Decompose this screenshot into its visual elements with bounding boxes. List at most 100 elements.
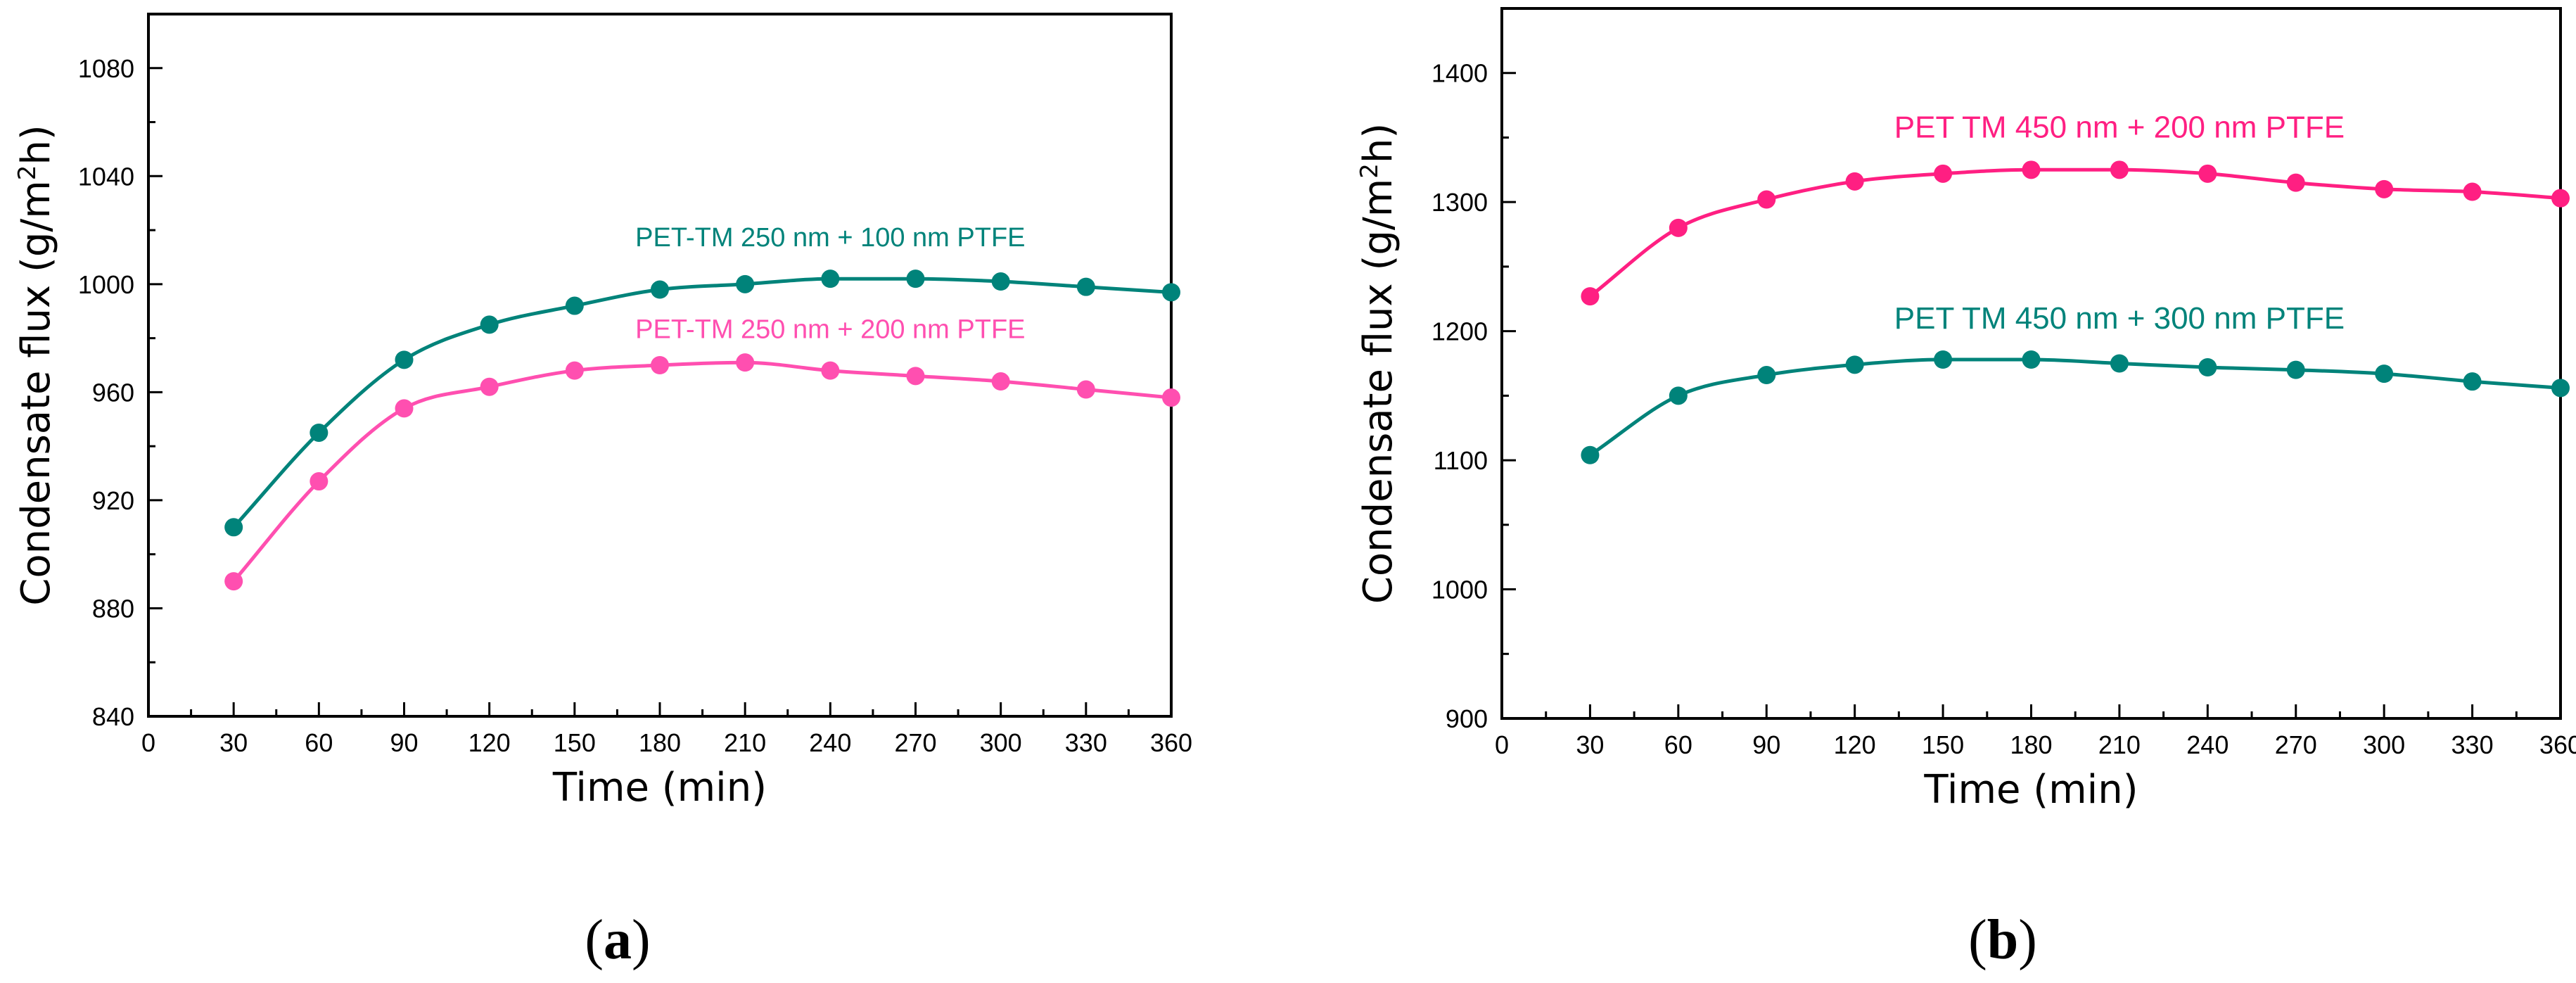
x-tick-label: 270 bbox=[894, 728, 936, 757]
data-point bbox=[2022, 160, 2041, 179]
data-point bbox=[2286, 360, 2305, 379]
series-line-2 bbox=[1589, 357, 2561, 457]
series-line-1 bbox=[1588, 167, 2561, 298]
data-point bbox=[2022, 350, 2041, 369]
chart-a: 0 30 60 90 120 150 180 210 240 270 300 330 360 840 880… bbox=[13, 13, 1192, 811]
data-point bbox=[2551, 379, 2570, 398]
data-point bbox=[1669, 218, 1688, 237]
data-point bbox=[821, 269, 840, 288]
x-tick-label: 120 bbox=[1834, 730, 1876, 759]
x-tick-label: 150 bbox=[1922, 730, 1964, 759]
data-point bbox=[2198, 358, 2217, 377]
data-point bbox=[480, 377, 499, 396]
data-point bbox=[2463, 182, 2482, 201]
x-tick-label: 30 bbox=[219, 728, 248, 757]
data-point bbox=[2551, 189, 2570, 208]
y-tick-label: 1000 bbox=[78, 270, 134, 299]
data-point bbox=[736, 353, 755, 372]
panel-label-a: (a) bbox=[585, 909, 650, 971]
data-point bbox=[2463, 372, 2482, 391]
data-point bbox=[2110, 160, 2129, 179]
series-line-2 bbox=[232, 360, 1172, 583]
x-tick-label: 30 bbox=[1576, 730, 1604, 759]
y-tick-label: 1300 bbox=[1432, 188, 1488, 217]
data-point bbox=[906, 269, 925, 288]
data-point bbox=[1669, 386, 1688, 405]
data-point bbox=[1845, 172, 1864, 191]
data-point bbox=[1581, 445, 1600, 464]
series-label-2: PET TM 450 nm + 300 nm PTFE bbox=[1894, 301, 2345, 336]
y-tick-label: 880 bbox=[92, 594, 134, 623]
y-tick-label: 1200 bbox=[1432, 317, 1488, 346]
series-label-2: PET-TM 250 nm + 200 nm PTFE bbox=[635, 315, 1025, 345]
x-tick-label: 240 bbox=[2186, 730, 2229, 759]
y-tick-label: 1080 bbox=[78, 54, 134, 83]
data-point bbox=[991, 372, 1010, 391]
series-label-1: PET TM 450 nm + 200 nm PTFE bbox=[1894, 110, 2345, 144]
data-point bbox=[1162, 283, 1180, 302]
x-tick-label: 210 bbox=[2098, 730, 2141, 759]
x-tick-label: 60 bbox=[1664, 730, 1692, 759]
x-tick-label: 330 bbox=[1065, 728, 1107, 757]
data-point bbox=[2375, 364, 2394, 383]
x-tick-label: 360 bbox=[1150, 728, 1192, 757]
x-tick-label: 60 bbox=[305, 728, 333, 757]
data-point bbox=[2375, 179, 2394, 198]
data-point bbox=[1757, 366, 1776, 385]
y-tick-label: 920 bbox=[92, 486, 134, 515]
data-point bbox=[991, 272, 1010, 291]
x-tick-label: 90 bbox=[390, 728, 418, 757]
x-tick-label: 270 bbox=[2275, 730, 2317, 759]
y-tick-label: 1400 bbox=[1432, 59, 1488, 88]
data-point bbox=[1934, 350, 1953, 369]
y-tick-label: 960 bbox=[92, 378, 134, 407]
data-point bbox=[565, 296, 584, 315]
series-label-1: PET-TM 250 nm + 100 nm PTFE bbox=[635, 223, 1025, 253]
data-point bbox=[651, 356, 669, 374]
y-axis-title: Condensate flux (g/m2h) bbox=[1356, 123, 1401, 604]
data-point bbox=[395, 350, 414, 369]
x-tick-label: 90 bbox=[1752, 730, 1780, 759]
data-point bbox=[736, 274, 755, 293]
data-point bbox=[395, 399, 414, 418]
data-point bbox=[2110, 354, 2129, 373]
x-tick-label: 300 bbox=[2363, 730, 2405, 759]
x-tick-label: 180 bbox=[2010, 730, 2052, 759]
x-tick-label: 0 bbox=[141, 728, 155, 757]
x-tick-label: 240 bbox=[809, 728, 851, 757]
x-axis-title: Time (min) bbox=[552, 765, 767, 811]
data-point bbox=[310, 472, 329, 491]
x-tick-label: 330 bbox=[2451, 730, 2494, 759]
y-tick-label: 1040 bbox=[78, 162, 134, 191]
data-point bbox=[906, 367, 925, 386]
y-tick-label: 1000 bbox=[1432, 576, 1488, 604]
data-point bbox=[1757, 190, 1776, 209]
data-point bbox=[1076, 277, 1095, 296]
data-point bbox=[2198, 164, 2217, 183]
x-tick-label: 210 bbox=[724, 728, 766, 757]
x-tick-label: 120 bbox=[468, 728, 511, 757]
x-tick-label: 300 bbox=[980, 728, 1022, 757]
data-point bbox=[1845, 355, 1864, 374]
x-tick-label: 0 bbox=[1495, 730, 1509, 759]
y-tick-label: 1100 bbox=[1434, 446, 1488, 475]
chart-b: 0 30 60 90 120 150 180 210 240 270 300 330 360 900 100… bbox=[1356, 7, 2576, 813]
x-tick-label: 180 bbox=[639, 728, 681, 757]
data-point bbox=[565, 361, 584, 380]
panel-label-b: (b) bbox=[1968, 909, 2037, 971]
x-tick-label: 360 bbox=[2539, 730, 2576, 759]
x-axis-title: Time (min) bbox=[1923, 767, 2138, 813]
data-point bbox=[224, 572, 243, 591]
data-point bbox=[1162, 388, 1180, 407]
data-point bbox=[1934, 164, 1953, 183]
x-tick-label: 150 bbox=[554, 728, 596, 757]
data-point bbox=[310, 423, 329, 442]
data-point bbox=[821, 361, 840, 380]
data-point bbox=[1581, 287, 1600, 306]
data-point bbox=[1076, 380, 1095, 399]
y-tick-label: 840 bbox=[92, 702, 134, 731]
data-point bbox=[651, 280, 669, 299]
data-point bbox=[480, 315, 499, 334]
data-point bbox=[224, 518, 243, 537]
